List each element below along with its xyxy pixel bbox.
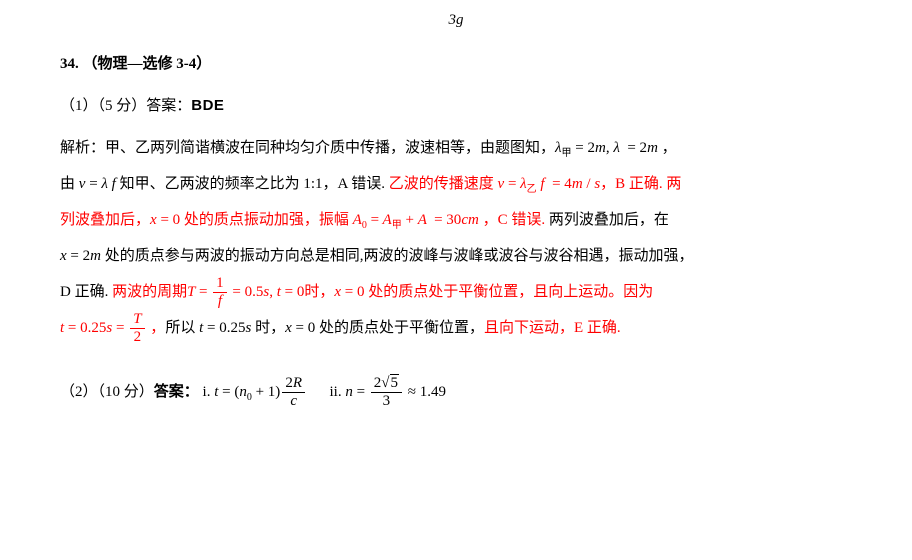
red2: 两列波叠加后，在 xyxy=(549,212,669,228)
eq1: λ甲 = 2m, λ = 2m xyxy=(555,140,658,156)
line3a-red: 列波叠加后，x = 0 处的质点振动加强，振幅 A0 = A甲 + A = 30… xyxy=(60,212,545,228)
eq5: T = 1f = 0.5s, t = 0 xyxy=(187,284,304,300)
top-fragment: 3g xyxy=(60,0,852,38)
red1: 乙波的传播速度 xyxy=(389,176,498,192)
analysis-line4: x = 2m 处的质点参与两波的振动方向总是相同,两波的波峰与波峰或波谷与波谷相… xyxy=(60,238,852,274)
part1-answer: BDE xyxy=(191,97,224,114)
part2-answer-label: 答案： xyxy=(154,384,199,400)
red1b: ，B 正确. 两 xyxy=(600,176,681,192)
line2b: 知甲、乙两波的频率之比为 1:1，A 错误. xyxy=(120,176,389,192)
eq6: t = 0.25s = T2 xyxy=(60,320,147,336)
part2-i-formula: t = (n0 + 1)2Rc xyxy=(214,384,307,400)
part1-header: （1）（5 分）答案： xyxy=(60,98,191,114)
line5a: 所以 xyxy=(165,320,199,336)
analysis-label: 解析： xyxy=(60,140,105,156)
question-title: 34. （物理—选修 3-4） xyxy=(60,46,852,82)
line5b: 时，x = 0 处的质点处于平衡位置， xyxy=(255,320,484,336)
part2-ii-formula: n = 253 ≈ 1.49 xyxy=(345,384,446,400)
part2-i-label: i. xyxy=(203,384,215,400)
red3: 处的质点参与两波的振动方向总是相同,两波的波峰与波峰或波谷与波谷相遇，振动加强， xyxy=(105,248,694,264)
line1-text: 甲、乙两列简谐横波在同种均匀介质中传播，波速相等，由题图知， xyxy=(105,140,555,156)
eq3: v = λ乙 f = 4m / s xyxy=(498,176,601,192)
line2a: 由 xyxy=(60,176,75,192)
line4b: 时，x = 0 处的质点处于平衡位置，且向上运动。因为 xyxy=(304,284,653,300)
page-container: 3g 34. （物理—选修 3-4） （1）（5 分）答案：BDE 解析：甲、乙… xyxy=(0,0,912,410)
analysis-line3: 列波叠加后，x = 0 处的质点振动加强，振幅 A0 = A甲 + A = 30… xyxy=(60,202,852,238)
analysis-line5: D 正确. 两波的周期T = 1f = 0.5s, t = 0时，x = 0 处… xyxy=(60,274,852,310)
eq7: t = 0.25s xyxy=(199,320,251,336)
analysis-line2: 由 v = λ f 知甲、乙两波的频率之比为 1:1，A 错误. 乙波的传播速度… xyxy=(60,166,852,202)
part2-header: （2）（10 分） xyxy=(60,384,154,400)
analysis-line1: 解析：甲、乙两列简谐横波在同种均匀介质中传播，波速相等，由题图知，λ甲 = 2m… xyxy=(60,130,852,166)
red5: 且向下运动，E 正确. xyxy=(484,320,621,336)
part1-answer-line: （1）（5 分）答案：BDE xyxy=(60,88,852,124)
part2-answer-line: （2）（10 分）答案： i. t = (n0 + 1)2Rc ii. n = … xyxy=(60,374,852,410)
red4: D 正确. xyxy=(60,284,112,300)
part2-ii-label: ii. xyxy=(329,384,345,400)
analysis-line6: t = 0.25s = T2 ，所以 t = 0.25s 时，x = 0 处的质… xyxy=(60,310,852,346)
comma: ， xyxy=(147,320,166,336)
x2m: x = 2m xyxy=(60,248,101,264)
eq2: v = λ f xyxy=(79,176,116,192)
line4a: 两波的周期 xyxy=(112,284,187,300)
